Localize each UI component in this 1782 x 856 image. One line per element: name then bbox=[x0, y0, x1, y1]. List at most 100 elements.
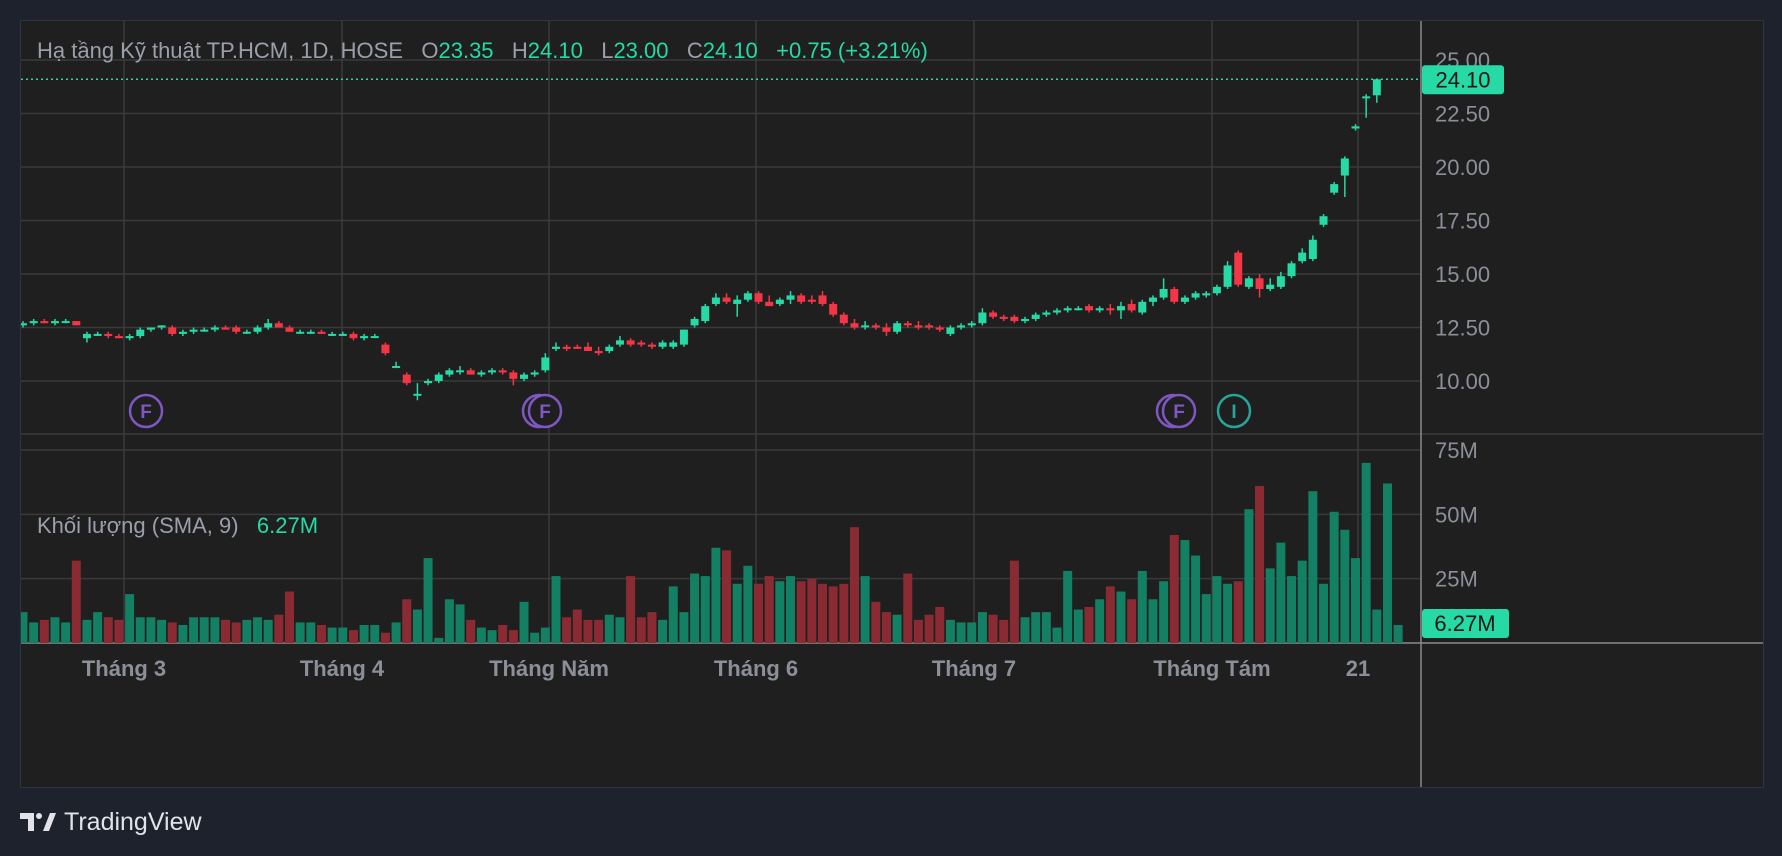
candle-body bbox=[1266, 284, 1275, 289]
symbol-name: Hạ tầng Kỹ thuật TP.HCM, 1D, HOSE bbox=[37, 38, 404, 63]
volume-bar bbox=[1329, 511, 1339, 643]
volume-bar bbox=[796, 581, 806, 643]
candle-body bbox=[893, 323, 902, 332]
candle-body bbox=[1021, 318, 1030, 322]
candle-body bbox=[317, 331, 326, 334]
candle-body bbox=[1159, 288, 1168, 298]
volume-bar bbox=[1169, 534, 1179, 643]
last-price-tag: 24.10 bbox=[1435, 67, 1490, 92]
candle-body bbox=[1330, 184, 1339, 193]
volume-bar bbox=[146, 617, 156, 643]
volume-bar bbox=[1244, 509, 1254, 643]
volume-bar bbox=[583, 619, 593, 643]
candle-body bbox=[1180, 297, 1189, 302]
candle-body bbox=[1362, 96, 1371, 99]
candle-body bbox=[306, 331, 315, 334]
tradingview-logo[interactable]: TradingView bbox=[20, 806, 202, 838]
time-tick-label: Tháng 6 bbox=[714, 656, 798, 681]
volume-bar bbox=[231, 622, 241, 643]
volume-bar bbox=[1361, 462, 1371, 643]
last-volume-tag-bg bbox=[1422, 609, 1509, 638]
volume-bar bbox=[348, 630, 358, 643]
volume-bar bbox=[455, 604, 465, 643]
volume-bar bbox=[626, 576, 636, 643]
candle-body bbox=[1095, 308, 1104, 311]
candle-body bbox=[136, 329, 145, 337]
candle-body bbox=[861, 325, 870, 328]
event-marker-i bbox=[1216, 393, 1252, 429]
event-marker-f bbox=[128, 393, 164, 429]
volume-legend: Khối lượng (SMA, 9) 6.27M bbox=[37, 513, 318, 539]
price-legend: Hạ tầng Kỹ thuật TP.HCM, 1D, HOSE O23.35… bbox=[37, 38, 928, 64]
candle-body bbox=[1319, 216, 1328, 225]
volume-bar bbox=[892, 614, 902, 643]
close-label: C bbox=[686, 38, 703, 63]
volume-bar bbox=[871, 601, 881, 643]
volume-bar bbox=[29, 622, 39, 643]
candle-body bbox=[679, 329, 688, 345]
candle-body bbox=[647, 344, 656, 347]
candle-body bbox=[221, 327, 230, 330]
candle-body bbox=[125, 336, 134, 339]
candlestick-chart[interactable]: 25.0022.5020.0017.5015.0012.5010.0075M50… bbox=[21, 21, 1763, 787]
volume-bar bbox=[935, 606, 945, 643]
volume-bar bbox=[178, 624, 188, 643]
candle-body bbox=[754, 293, 763, 302]
candle-body bbox=[711, 297, 720, 304]
time-tick-label: Tháng 7 bbox=[932, 656, 1016, 681]
volume-bar bbox=[508, 630, 518, 643]
volume-bar bbox=[444, 599, 454, 643]
volume-bar bbox=[476, 627, 486, 643]
volume-bar bbox=[594, 619, 604, 643]
volume-bar bbox=[61, 622, 71, 643]
candle-body bbox=[1298, 252, 1307, 262]
volume-bar bbox=[1351, 558, 1360, 643]
candle-body bbox=[1074, 308, 1083, 311]
volume-bar bbox=[786, 576, 796, 643]
candle-body bbox=[1085, 306, 1093, 311]
event-marker-f-label: F bbox=[539, 402, 551, 423]
event-marker-f-label: F bbox=[140, 402, 152, 423]
candle-body bbox=[594, 351, 603, 354]
candle-body bbox=[1170, 288, 1179, 302]
candle-body bbox=[114, 336, 123, 339]
candle-body bbox=[839, 314, 848, 324]
candle-body bbox=[882, 327, 891, 332]
volume-bar bbox=[828, 586, 838, 643]
candle-body bbox=[999, 316, 1008, 319]
candle-body bbox=[605, 346, 614, 352]
candle-body bbox=[253, 327, 262, 332]
volume-bar bbox=[1297, 560, 1307, 643]
volume-bar bbox=[679, 612, 689, 643]
candle-body bbox=[50, 321, 59, 324]
candle-body bbox=[93, 333, 102, 336]
volume-bar bbox=[295, 622, 305, 643]
volume-bar bbox=[754, 583, 764, 643]
volume-bar bbox=[1201, 594, 1211, 643]
chart-frame[interactable]: 25.00 22.50 20.00 17.50 15.00 12.50 10.00 75M 50… bbox=[20, 20, 1764, 788]
tradingview-icon bbox=[20, 813, 56, 831]
close-value: 24.10 bbox=[702, 38, 758, 63]
candle-body bbox=[72, 321, 81, 326]
price-change: +0.75 (+3.21%) bbox=[776, 38, 928, 63]
candle-body bbox=[1351, 126, 1360, 129]
volume-bar bbox=[1319, 583, 1329, 643]
volume-bar bbox=[1127, 599, 1137, 643]
candle-body bbox=[957, 325, 966, 328]
candle-body bbox=[701, 306, 710, 322]
volume-bar bbox=[1031, 612, 1041, 643]
candle-body bbox=[871, 325, 880, 328]
volume-bar bbox=[1233, 581, 1243, 643]
candle-body bbox=[914, 325, 923, 328]
candle-body bbox=[786, 295, 795, 300]
volume-bar bbox=[1180, 540, 1190, 643]
volume-bar bbox=[1084, 606, 1094, 643]
volume-bar bbox=[167, 622, 177, 643]
candle-body bbox=[189, 329, 198, 332]
event-marker-f bbox=[527, 393, 563, 429]
candle-body bbox=[541, 357, 550, 371]
volume-bar bbox=[1340, 529, 1350, 643]
candle-body bbox=[818, 295, 827, 304]
volume-bar bbox=[775, 581, 785, 643]
candle-body bbox=[775, 299, 784, 304]
